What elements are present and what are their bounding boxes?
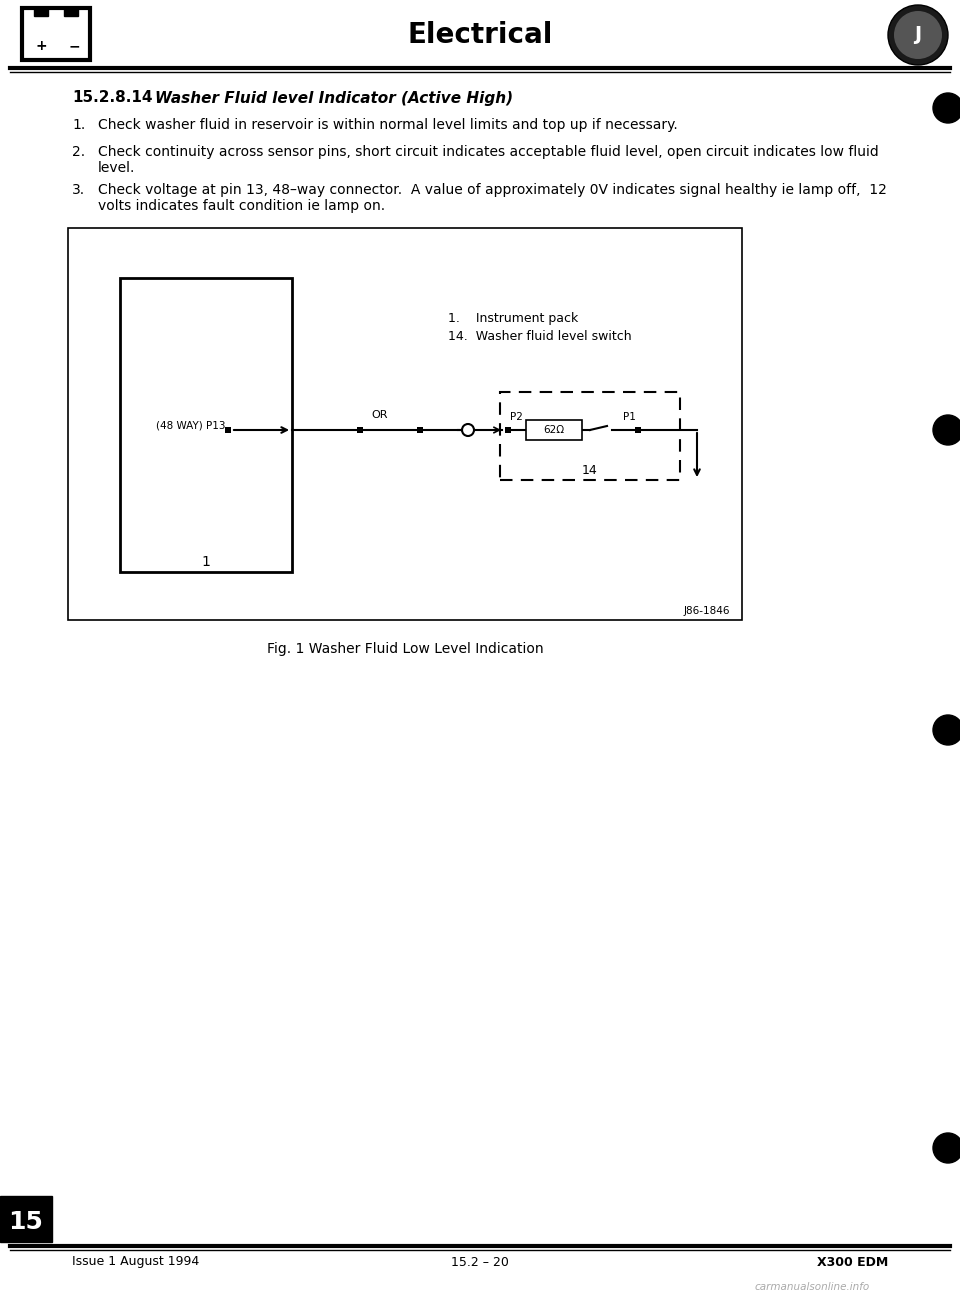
Text: Washer Fluid level Indicator (Active High): Washer Fluid level Indicator (Active Hig… — [155, 91, 514, 105]
Text: J: J — [915, 26, 922, 44]
Text: 62Ω: 62Ω — [543, 425, 564, 434]
Bar — [500, 392, 680, 480]
Text: (48 WAY) P13: (48 WAY) P13 — [156, 420, 225, 431]
Circle shape — [462, 424, 474, 436]
Text: P2: P2 — [510, 412, 523, 422]
Bar — [417, 427, 423, 433]
Bar — [225, 427, 231, 433]
Text: Fig. 1 Washer Fluid Low Level Indication: Fig. 1 Washer Fluid Low Level Indication — [267, 642, 543, 656]
Bar — [635, 427, 641, 433]
Text: 14.  Washer fluid level switch: 14. Washer fluid level switch — [448, 329, 632, 342]
Bar — [505, 427, 511, 433]
Text: Check voltage at pin 13, 48–way connector.  A value of approximately 0V indicate: Check voltage at pin 13, 48–way connecto… — [98, 183, 887, 213]
Text: Issue 1 August 1994: Issue 1 August 1994 — [72, 1255, 200, 1268]
Text: 15.2.8.14: 15.2.8.14 — [72, 91, 153, 105]
Bar — [0, 1196, 52, 1243]
Circle shape — [894, 10, 942, 58]
Bar — [357, 427, 363, 433]
Text: 15.2 – 20: 15.2 – 20 — [451, 1255, 509, 1268]
Text: 3.: 3. — [72, 183, 85, 197]
Bar — [68, 228, 742, 620]
Text: 1.: 1. — [72, 118, 85, 132]
Text: 2.: 2. — [72, 145, 85, 160]
Text: 14: 14 — [582, 463, 598, 476]
Bar — [120, 278, 292, 572]
Text: Check continuity across sensor pins, short circuit indicates acceptable fluid le: Check continuity across sensor pins, sho… — [98, 145, 878, 175]
Text: OR: OR — [372, 410, 388, 420]
Bar — [64, 8, 78, 16]
Text: carmanualsonline.info: carmanualsonline.info — [755, 1281, 870, 1292]
Circle shape — [933, 1134, 960, 1163]
Text: Electrical: Electrical — [407, 21, 553, 49]
Text: X300 EDM: X300 EDM — [817, 1255, 888, 1268]
Text: 1: 1 — [202, 555, 210, 569]
Circle shape — [933, 415, 960, 445]
Circle shape — [933, 93, 960, 123]
Text: −: − — [68, 39, 80, 53]
Text: P1: P1 — [623, 412, 636, 422]
Text: +: + — [36, 39, 47, 53]
Bar — [526, 420, 582, 440]
Circle shape — [888, 5, 948, 65]
Text: 15: 15 — [9, 1210, 43, 1233]
Bar — [22, 8, 90, 60]
Text: J86-1846: J86-1846 — [684, 606, 730, 616]
Text: 1.    Instrument pack: 1. Instrument pack — [448, 313, 578, 326]
Bar — [34, 8, 48, 16]
Circle shape — [933, 715, 960, 744]
Text: Check washer fluid in reservoir is within normal level limits and top up if nece: Check washer fluid in reservoir is withi… — [98, 118, 678, 132]
